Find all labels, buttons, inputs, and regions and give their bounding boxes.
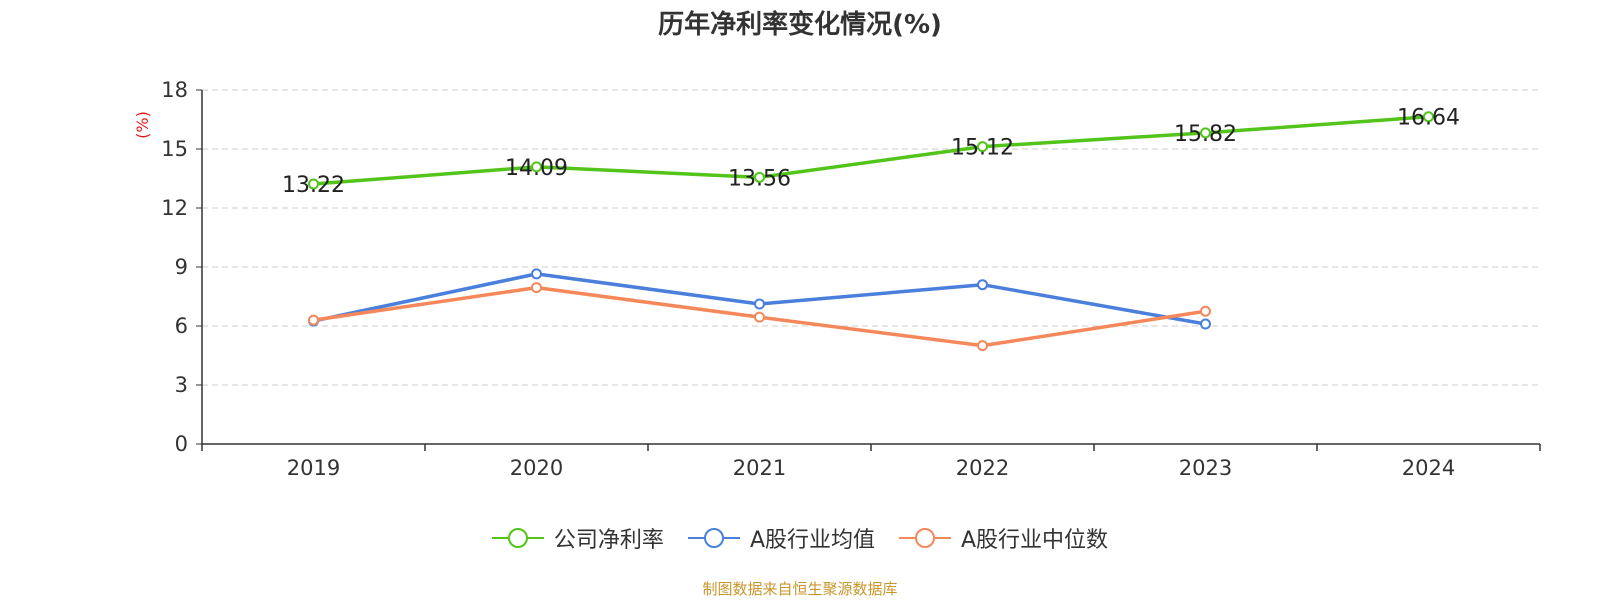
data-label: 15.12 [951, 136, 1014, 161]
data-point [531, 268, 542, 280]
series-lines [308, 111, 1434, 352]
y-tick-label: 6 [175, 314, 188, 338]
data-point [754, 298, 765, 310]
data-point [754, 171, 765, 183]
data-source-note: 制图数据来自恒生聚源数据库 [702, 580, 898, 598]
legend: 公司净利率 A股行业均值 A股行业中位数 [0, 522, 1600, 554]
legend-item[interactable]: 公司净利率 [491, 522, 664, 554]
legend-swatch-icon [687, 528, 740, 548]
x-tick-label: 2023 [1179, 456, 1232, 480]
y-tick-label: 18 [161, 78, 188, 102]
x-tick-label: 2021 [733, 456, 786, 480]
y-tick-label: 3 [175, 373, 188, 397]
data-point [531, 282, 542, 294]
data-label: 16.64 [1397, 106, 1460, 131]
grid-lines [202, 89, 1540, 386]
y-tick-label: 9 [175, 255, 188, 279]
series-line [313, 115, 1429, 186]
legend-label: 公司净利率 [553, 528, 664, 553]
legend-item[interactable]: A股行业中位数 [899, 522, 1108, 554]
data-point [531, 161, 542, 173]
data-point [1423, 111, 1434, 123]
data-label: 13.56 [728, 166, 791, 191]
x-tick-label: 2019 [287, 456, 340, 480]
axes: 0 3 6 9 12 15 18 2019 2020 2021 2022 2023 2024 (%) [133, 78, 1541, 480]
data-point [308, 178, 319, 190]
data-label: 14.09 [505, 156, 568, 181]
y-axis-label: (%) [133, 111, 152, 139]
data-point [977, 141, 988, 153]
legend-swatch-icon [491, 528, 544, 548]
data-point [977, 340, 988, 352]
chart-title: 历年净利率变化情况(%) [658, 10, 942, 40]
x-tick-label: 2020 [510, 456, 563, 480]
legend-item[interactable]: A股行业均值 [687, 522, 875, 554]
x-tick-label: 2024 [1402, 456, 1455, 480]
data-point [1200, 318, 1211, 330]
data-point [977, 279, 988, 291]
legend-label: A股行业均值 [749, 528, 875, 553]
data-label: 13.22 [282, 173, 345, 198]
data-point [754, 311, 765, 323]
data-point [1200, 127, 1211, 139]
x-tick-label: 2022 [956, 456, 1009, 480]
legend-swatch-icon [899, 528, 951, 548]
data-labels: 13.22 14.09 13.56 15.12 15.82 16.64 [282, 106, 1460, 198]
data-point [1200, 305, 1211, 317]
data-label: 15.82 [1174, 122, 1237, 147]
data-point [308, 314, 319, 326]
y-tick-label: 0 [175, 432, 188, 456]
y-tick-label: 12 [161, 196, 188, 220]
legend-label: A股行业中位数 [961, 528, 1109, 553]
y-tick-label: 15 [161, 137, 188, 161]
